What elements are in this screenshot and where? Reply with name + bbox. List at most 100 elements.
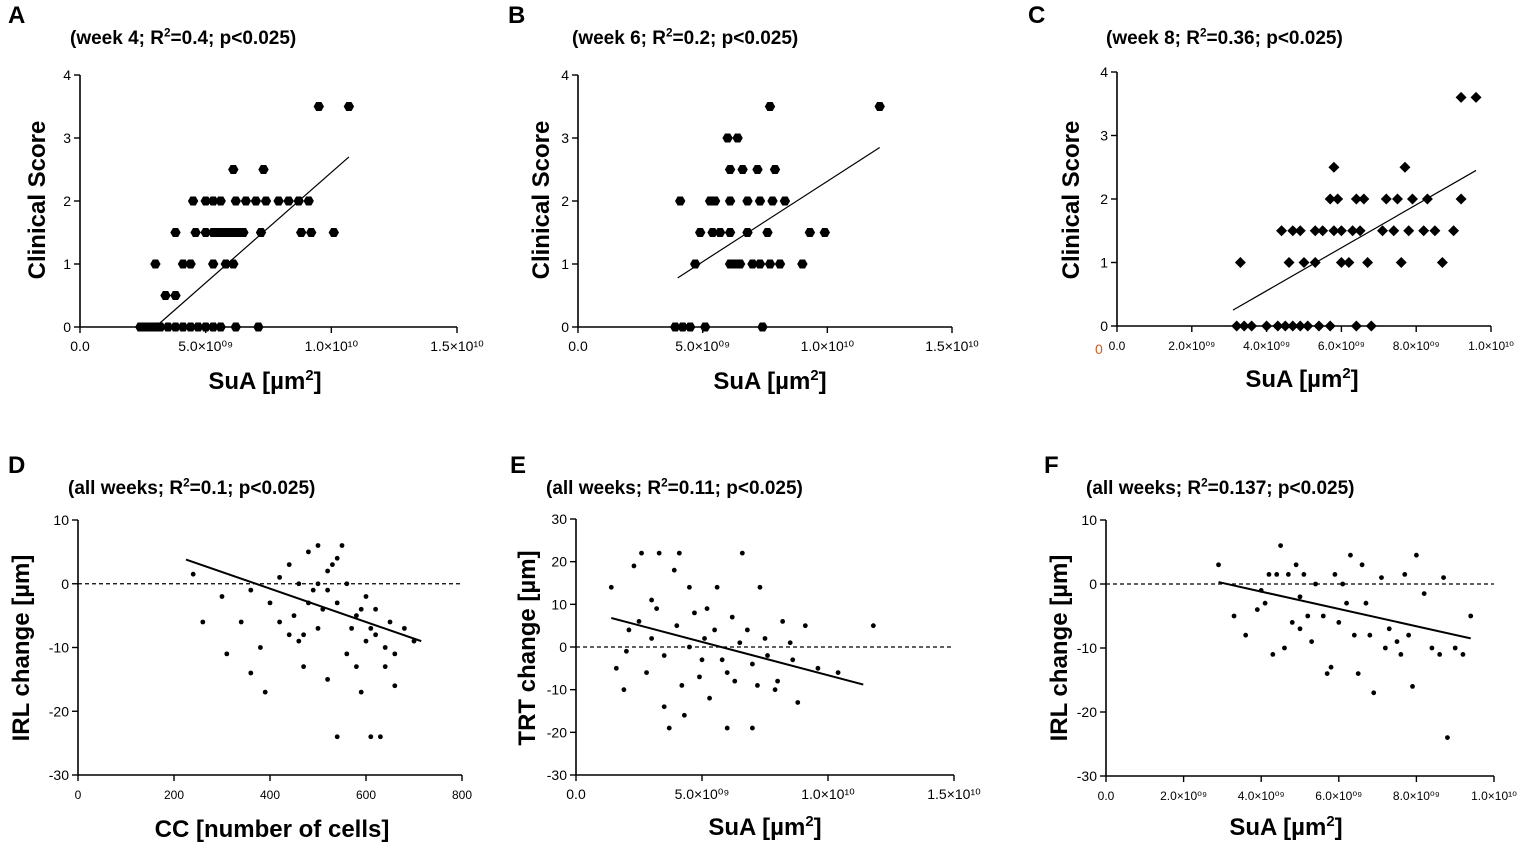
x-tick-label: 0.0 (1098, 789, 1115, 803)
data-point (258, 165, 269, 174)
y-tick-label: 10 (551, 596, 567, 612)
data-point (755, 683, 760, 688)
data-point (656, 550, 662, 556)
data-point (1399, 161, 1411, 173)
panel-b: B (week 6; R2=0.2; p<0.025) Clinical Sco… (500, 0, 1012, 425)
x-label-main: SuA [µm (208, 368, 306, 395)
y-tick-label: 4 (63, 67, 71, 83)
x-label-main: CC [number of cells] (154, 816, 390, 843)
data-point (679, 683, 685, 688)
panel-letter: E (510, 452, 527, 479)
data-point (1460, 652, 1466, 657)
data-point (1276, 225, 1288, 237)
scatter-plot: 0.0 5.0×10⁰⁹ 1.0×10¹⁰ 1.5×10¹⁰ 0 1 2 3 4 (561, 67, 979, 354)
data-point (795, 700, 801, 705)
panel-title: (week 6; R2=0.2; p<0.025) (572, 27, 798, 50)
title-superscript: 2 (163, 26, 171, 40)
regression-line (155, 156, 350, 328)
data-point (296, 228, 307, 237)
data-point (328, 228, 339, 237)
data-point (677, 322, 688, 332)
panel-title: (week 8; R2=0.36; p<0.025) (1106, 27, 1343, 50)
data-point (273, 196, 284, 206)
panel-title: (all weeks; R2=0.1; p<0.025) (68, 477, 315, 500)
regression-line (611, 617, 864, 686)
data-point (780, 619, 786, 624)
x-tick-label: 0.0 (70, 338, 90, 354)
data-point (170, 322, 181, 332)
y-tick-label: 0 (61, 576, 69, 592)
data-point (775, 678, 780, 684)
data-point (286, 632, 292, 638)
data-point (368, 625, 374, 631)
data-point (301, 664, 306, 670)
data-point (1313, 581, 1318, 587)
data-point (310, 587, 316, 593)
data-point (1354, 225, 1366, 237)
title-prefix: (week 6; R (572, 28, 666, 49)
data-point (1410, 684, 1415, 689)
data-point (1302, 320, 1314, 332)
data-point (764, 102, 776, 111)
x-tick-label: 0.0 (568, 338, 588, 354)
data-point (1468, 613, 1474, 619)
data-point (654, 606, 660, 611)
data-point (1367, 632, 1373, 638)
panel-d: D (all weeks; R2=0.1; p<0.025) IRL chang… (0, 430, 512, 851)
x-label-end: ] (1334, 814, 1343, 841)
data-point (306, 549, 311, 555)
data-point (707, 695, 712, 701)
scatter-plot: 0.0 5.0×10⁰⁹ 1.0×10¹⁰ 1.5×10¹⁰ 0 1 2 3 4 (63, 67, 484, 354)
title-suffix: =0.137; p<0.025) (1207, 478, 1355, 499)
data-point (224, 651, 230, 657)
data-point (160, 291, 171, 300)
data-point (1238, 320, 1250, 332)
data-point (330, 562, 335, 568)
data-point (387, 619, 393, 625)
data-point (1455, 91, 1467, 103)
y-tick-label: 0 (1100, 318, 1108, 334)
data-point (1365, 320, 1377, 332)
data-point (1388, 225, 1400, 237)
data-point (1455, 193, 1467, 205)
data-point (1386, 626, 1392, 632)
data-point (1371, 690, 1377, 696)
title-prefix: (all weeks; R (1086, 478, 1202, 499)
data-point (631, 563, 637, 569)
data-point (737, 165, 748, 174)
x-axis-label: SuA [µm2] (1229, 814, 1342, 842)
data-point (238, 228, 249, 237)
data-point (621, 687, 627, 693)
data-point (797, 259, 808, 269)
x-tick-label: 800 (452, 788, 472, 802)
data-point (1301, 572, 1307, 577)
data-point (724, 670, 730, 675)
y-tick-label: -10 (49, 640, 69, 656)
x-tick-label: 5.0×10⁰⁹ (675, 338, 730, 354)
data-point (744, 627, 750, 633)
data-point (742, 196, 753, 206)
y-tick-label: -10 (547, 682, 567, 698)
data-point (230, 196, 241, 206)
data-point (1285, 572, 1291, 577)
title-prefix: (all weeks; R (68, 478, 184, 499)
data-point (704, 606, 710, 611)
data-point (1350, 193, 1362, 205)
data-point (1398, 652, 1404, 657)
y-tick-label: 10 (1081, 512, 1097, 528)
data-point (1347, 225, 1359, 237)
data-point (732, 133, 743, 143)
data-point (1351, 632, 1357, 638)
data-point (392, 651, 398, 657)
data-point (1287, 225, 1299, 237)
y-tick-label: 1 (63, 256, 71, 272)
data-point (315, 581, 321, 587)
panel-f: F (all weeks; R2=0.137; p<0.025) IRL cha… (1020, 430, 1536, 851)
x-tick-label: 1.0×10¹⁰ (801, 786, 855, 802)
regression-line (1232, 169, 1477, 311)
data-point (1287, 320, 1299, 332)
data-point (1418, 225, 1430, 237)
x-tick-label: 1.0×10¹⁰ (305, 338, 359, 354)
y-tick-label: -20 (49, 703, 69, 719)
data-point (1394, 639, 1400, 644)
